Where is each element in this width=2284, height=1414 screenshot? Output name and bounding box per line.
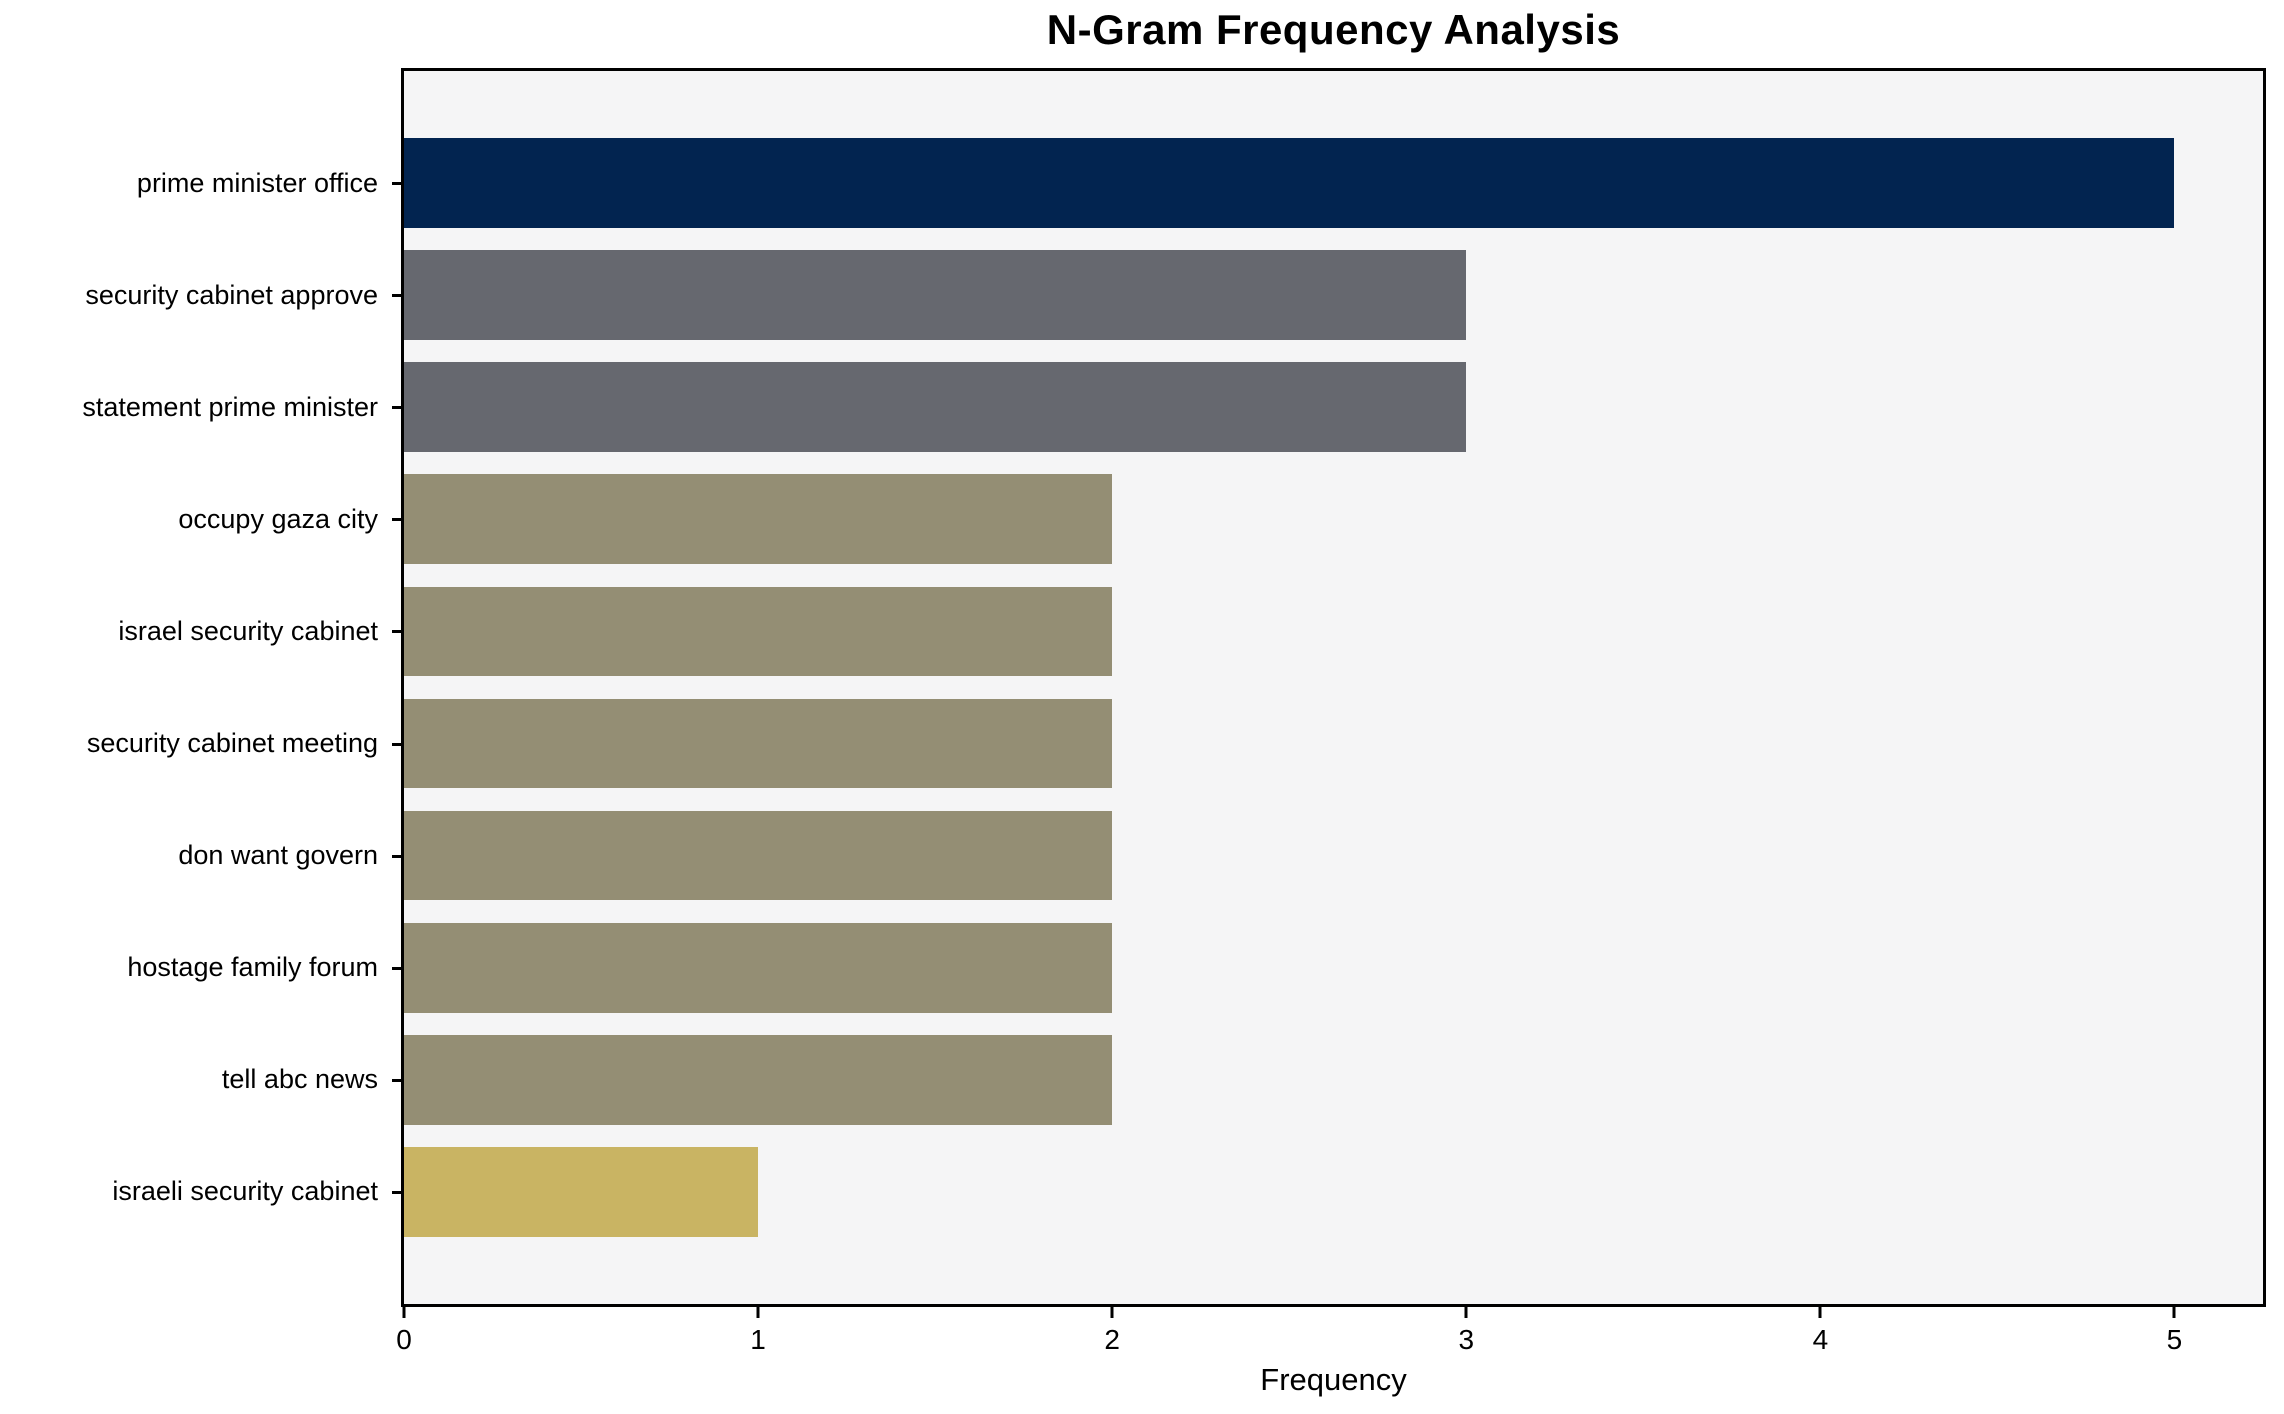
y-tick-mark: [392, 630, 404, 634]
bar-track: [404, 463, 2263, 575]
bar-track: [404, 239, 2263, 351]
x-axis-title: Frequency: [1260, 1362, 1407, 1397]
bar-track: [404, 1024, 2263, 1136]
bar: [404, 138, 2175, 228]
x-tick-mark: [402, 1306, 406, 1318]
bar: [404, 1034, 1113, 1125]
category-label: don want govern: [0, 800, 404, 912]
bar: [404, 586, 1113, 677]
category-label: prime minister office: [0, 127, 404, 239]
category-label: occupy gaza city: [0, 463, 404, 575]
bar-row: don want govern: [0, 800, 2263, 912]
chart-title: N-Gram Frequency Analysis: [1046, 6, 1621, 53]
y-tick-mark: [392, 518, 404, 522]
category-label: israel security cabinet: [0, 575, 404, 687]
bar-row: tell abc news: [0, 1024, 2263, 1136]
bar: [404, 250, 1467, 340]
bar-track: [404, 1136, 2263, 1248]
y-tick-mark: [392, 406, 404, 410]
bar: [404, 698, 1113, 789]
x-tick-mark: [1110, 1306, 1114, 1318]
category-label: security cabinet approve: [0, 239, 404, 351]
bar: [404, 810, 1113, 901]
x-tick-mark: [2172, 1306, 2176, 1318]
bar-track: [404, 575, 2263, 687]
bar-track: [404, 351, 2263, 463]
bar-row: prime minister office: [0, 127, 2263, 239]
x-tick-label: 4: [1812, 1324, 1829, 1355]
bar: [404, 1147, 759, 1237]
bar-row: israeli security cabinet: [0, 1136, 2263, 1248]
bar-row: security cabinet meeting: [0, 687, 2263, 799]
y-tick-mark: [392, 966, 404, 970]
category-label: security cabinet meeting: [0, 687, 404, 799]
bar-track: [404, 912, 2263, 1024]
x-tick-mark: [1464, 1306, 1468, 1318]
x-tick-label: 3: [1458, 1324, 1475, 1355]
category-label: tell abc news: [0, 1024, 404, 1136]
y-tick-mark: [392, 854, 404, 858]
bar-row: statement prime minister: [0, 351, 2263, 463]
bar-row: hostage family forum: [0, 912, 2263, 1024]
category-label: hostage family forum: [0, 912, 404, 1024]
category-label: israeli security cabinet: [0, 1136, 404, 1248]
bar-track: [404, 127, 2263, 239]
bar-row: israel security cabinet: [0, 575, 2263, 687]
y-tick-mark: [392, 1190, 404, 1194]
bar: [404, 922, 1113, 1013]
bar-rows: prime minister office security cabinet ap…: [0, 71, 2263, 1304]
x-tick-mark: [1818, 1306, 1822, 1318]
bar: [404, 474, 1113, 565]
x-tick-mark: [756, 1306, 760, 1318]
x-tick-label: 5: [2166, 1324, 2183, 1355]
bar: [404, 362, 1467, 453]
bar-row: security cabinet approve: [0, 239, 2263, 351]
bar-track: [404, 800, 2263, 912]
y-tick-mark: [392, 182, 404, 186]
x-tick-label: 1: [750, 1324, 766, 1355]
y-tick-mark: [392, 294, 404, 298]
bar-track: [404, 687, 2263, 799]
bar-row: occupy gaza city: [0, 463, 2263, 575]
x-tick-label: 2: [1104, 1324, 1120, 1355]
category-label: statement prime minister: [0, 351, 404, 463]
y-tick-mark: [392, 742, 404, 746]
x-tick-label: 0: [396, 1324, 412, 1355]
y-tick-mark: [392, 1078, 404, 1082]
